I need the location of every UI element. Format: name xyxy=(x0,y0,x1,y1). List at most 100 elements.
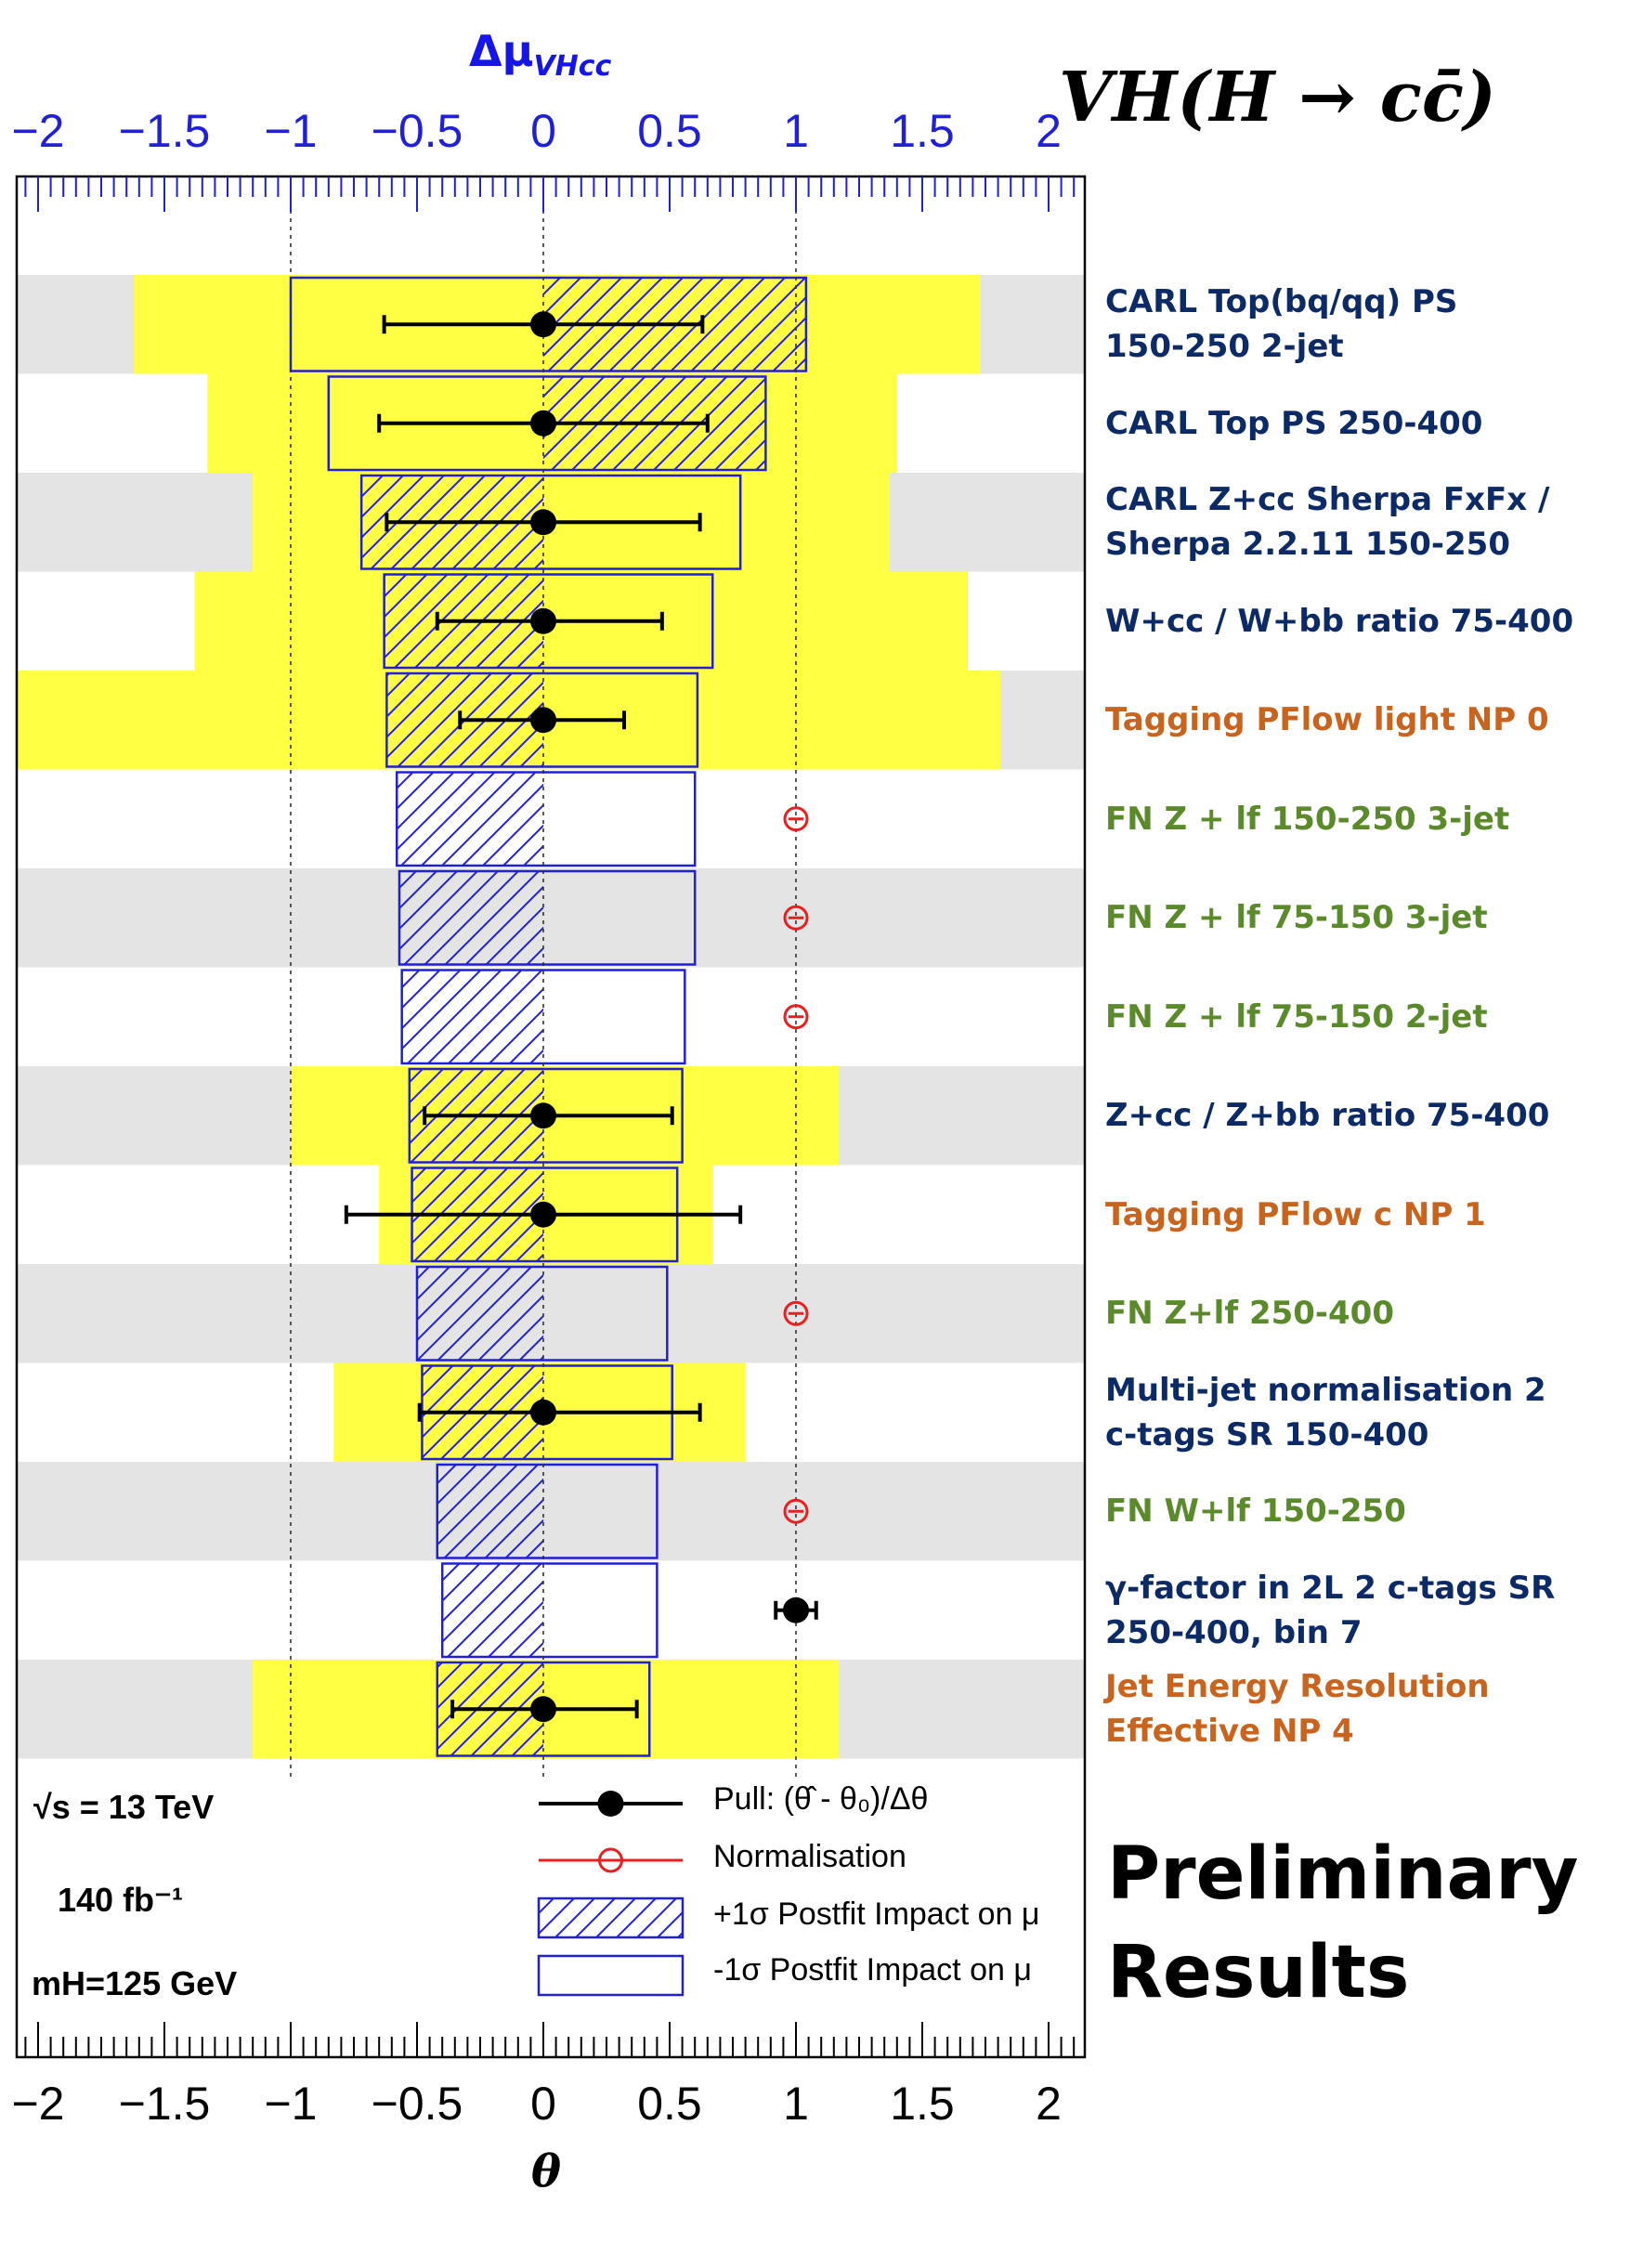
impact-outline xyxy=(436,1463,659,1559)
norm-circle xyxy=(783,1498,809,1524)
bottom-axis: −2 −1.5 −1 −0.5 0 0.5 1 1.5 2 xyxy=(11,2022,1076,2130)
parameter-label-4: Tagging PFlow light NP 0 xyxy=(1105,701,1549,739)
top-tick-label: −0.5 xyxy=(372,105,463,157)
pull-marker-5 xyxy=(783,806,809,832)
bottom-tick-label: −1.5 xyxy=(119,2078,211,2130)
impact-outline xyxy=(436,1661,651,1757)
pull-dot xyxy=(530,707,556,734)
norm-circle xyxy=(783,1004,809,1030)
info-energy: √s = 13 TeV xyxy=(33,1788,215,1826)
parameter-label-7: FN Z + lf 75-150 2-jet xyxy=(1105,997,1488,1036)
impact-outline xyxy=(383,573,714,670)
impact-outline xyxy=(385,671,699,768)
plus-impact-box xyxy=(401,970,543,1063)
parameter-label-2: CARL Z+cc Sherpa FxFx / Sherpa 2.2.11 15… xyxy=(1105,481,1550,564)
parameter-label-1: CARL Top PS 250-400 xyxy=(1105,404,1483,442)
plus-impact-box xyxy=(398,871,543,965)
pull-marker-1 xyxy=(377,410,710,437)
pull-marker-13 xyxy=(774,1597,818,1623)
plus-impact-box xyxy=(442,1563,543,1657)
bottom-tick-label: 1.5 xyxy=(890,2078,955,2130)
pull-dot xyxy=(530,509,556,536)
impact-outline xyxy=(359,474,742,570)
top-tick-label: 0.5 xyxy=(637,105,702,157)
parameter-label-13: γ-factor in 2L 2 c-tags SR 250-400, bin … xyxy=(1105,1569,1556,1651)
parameter-label-9: Tagging PFlow c NP 1 xyxy=(1105,1195,1486,1233)
bottom-tick-label: 0.5 xyxy=(637,2078,702,2130)
top-tick-label: 1.5 xyxy=(890,105,955,157)
pull-marker-6 xyxy=(783,905,809,931)
legend-minus-box xyxy=(537,1954,685,1997)
top-axis: −2 −1.5 −1 −0.5 0 0.5 1 1.5 2 xyxy=(11,105,1076,212)
norm-circle xyxy=(783,905,809,931)
top-tick-label: −2 xyxy=(11,105,64,157)
legend xyxy=(537,1791,685,1997)
legend-text-pull: Pull: (θ̂ - θ₀)/Δθ xyxy=(713,1781,929,1817)
parameter-label-6: FN Z + lf 75-150 3-jet xyxy=(1105,899,1488,937)
norm-circle xyxy=(783,1300,809,1326)
impact-outline xyxy=(408,1067,684,1164)
parameter-label-8: Z+cc / Z+bb ratio 75-400 xyxy=(1105,1097,1550,1135)
bottom-tick-label: 2 xyxy=(1036,2078,1062,2130)
info-lumi: 140 fb⁻¹ xyxy=(58,1881,184,1919)
top-tick-label: −1.5 xyxy=(119,105,211,157)
info-mass: mH=125 GeV xyxy=(32,1964,238,2002)
pull-marker-11 xyxy=(417,1399,702,1426)
legend-plus-box xyxy=(537,1897,685,1939)
impact-outline xyxy=(327,375,767,472)
pull-dot xyxy=(783,1597,809,1623)
parameter-row-7 xyxy=(400,969,686,1065)
parameter-row-13 xyxy=(440,1562,659,1659)
parameter-label-0: CARL Top(bq/qq) PS 150-250 2-jet xyxy=(1105,283,1458,366)
impact-outline xyxy=(440,1562,659,1659)
legend-pull-dot xyxy=(597,1791,624,1817)
row-stripe xyxy=(17,868,1085,968)
pull-dot xyxy=(530,311,556,338)
top-tick-label: 2 xyxy=(1036,105,1062,157)
row-stripe xyxy=(17,1462,1085,1561)
pull-marker-12 xyxy=(783,1498,809,1524)
pull-marker-9 xyxy=(344,1201,743,1228)
pull-marker-0 xyxy=(382,311,705,338)
bottom-tick-label: −2 xyxy=(11,2078,64,2130)
impact-outline xyxy=(289,276,808,372)
parameter-row-6 xyxy=(17,868,1085,968)
bottom-tick-label: −1 xyxy=(264,2078,317,2130)
pull-marker-3 xyxy=(435,607,664,634)
impact-outline xyxy=(395,771,697,867)
top-axis-title: ΔμVHcc xyxy=(469,26,612,84)
plus-impact-box xyxy=(417,1267,543,1361)
pull-marker-14 xyxy=(450,1696,639,1723)
parameter-row-12 xyxy=(17,1462,1085,1561)
pull-marker-7 xyxy=(783,1004,809,1030)
top-tick-label: 1 xyxy=(783,105,809,157)
parameter-row-2 xyxy=(17,473,1085,572)
top-tick-label: −1 xyxy=(264,105,317,157)
norm-circle xyxy=(783,806,809,832)
pull-dot xyxy=(530,1201,556,1228)
pull-dot xyxy=(530,607,556,634)
plot-frame xyxy=(15,175,1087,2059)
bottom-axis-title: θ xyxy=(531,2145,562,2197)
parameter-label-11: Multi-jet normalisation 2 c-tags SR 150-… xyxy=(1105,1371,1546,1453)
parameter-row-14 xyxy=(17,1660,1085,1759)
legend-text-minus: -1σ Postfit Impact on μ xyxy=(713,1952,1032,1988)
pull-dot xyxy=(530,1696,556,1723)
bottom-tick-label: −0.5 xyxy=(372,2078,463,2130)
parameter-row-5 xyxy=(395,771,697,867)
plus-impact-box xyxy=(397,772,543,866)
pull-dot xyxy=(530,1399,556,1426)
parameter-label-3: W+cc / W+bb ratio 75-400 xyxy=(1105,602,1574,640)
chart-title: VH(H → cc̄) xyxy=(1059,58,1496,137)
pull-dot xyxy=(530,410,556,437)
legend-norm-circle xyxy=(598,1847,623,1873)
bottom-tick-label: 0 xyxy=(530,2078,556,2130)
top-tick-label: 0 xyxy=(530,105,556,157)
bottom-tick-label: 1 xyxy=(783,2078,809,2130)
parameter-label-10: FN Z+lf 250-400 xyxy=(1105,1295,1394,1333)
pull-marker-2 xyxy=(385,509,702,536)
parameter-label-14: Jet Energy Resolution Effective NP 4 xyxy=(1105,1668,1490,1751)
legend-text-norm: Normalisation xyxy=(713,1839,906,1874)
preliminary-label: Preliminary Results xyxy=(1107,1832,1579,2014)
